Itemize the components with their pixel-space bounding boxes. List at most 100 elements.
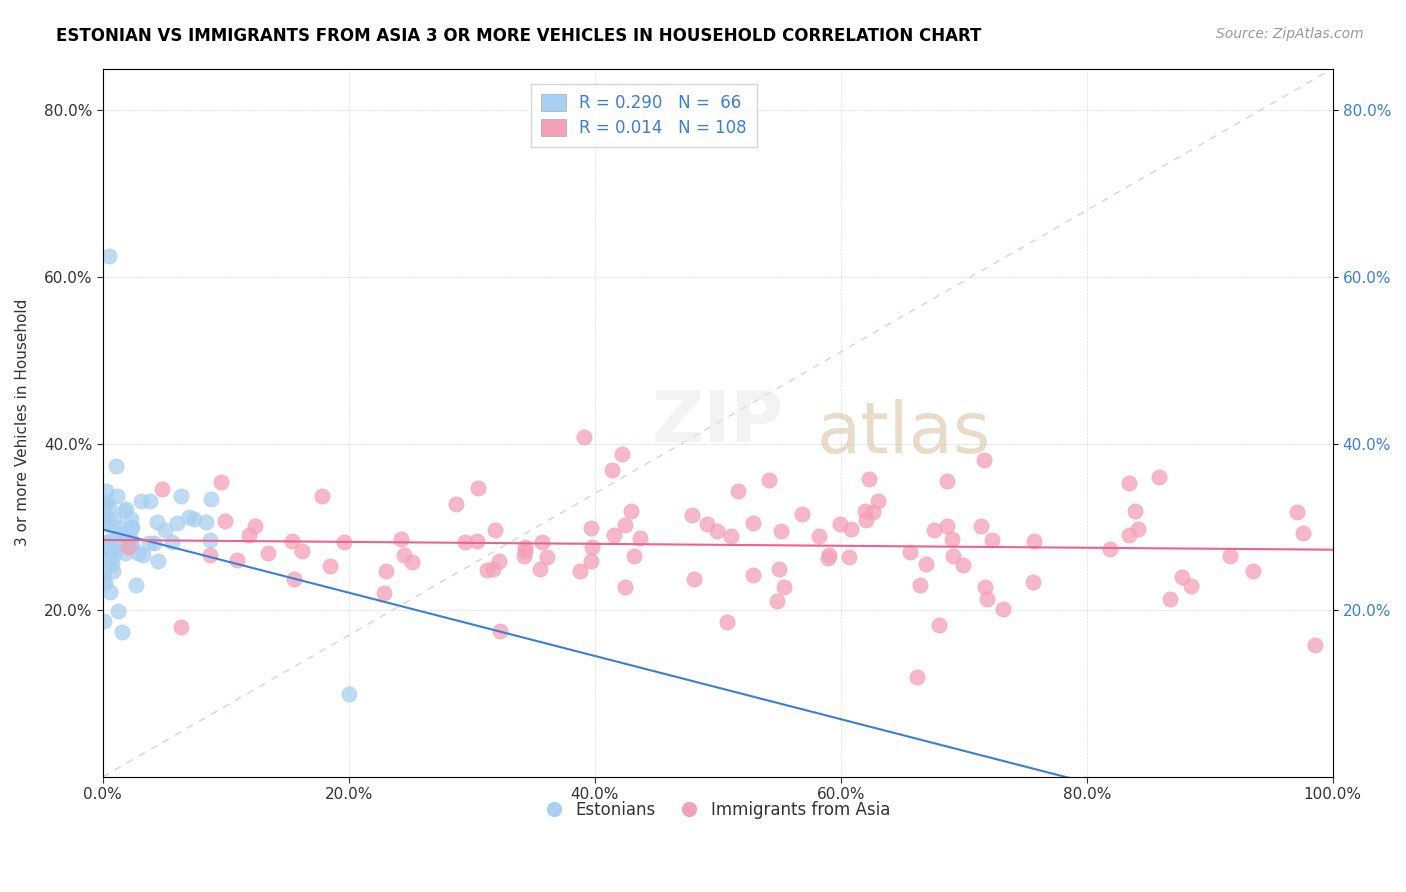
Point (623, 549, 645, 564)
Legend: Estonians, Immigrants from Asia: Estonians, Immigrants from Asia (538, 794, 897, 825)
Point (120, 530, 142, 544)
Point (924, 524, 946, 538)
Point (121, 520, 143, 534)
Point (600, 463, 623, 477)
Point (807, 529, 830, 543)
Point (153, 523, 176, 537)
Point (866, 493, 889, 508)
Point (333, 535, 356, 549)
Point (166, 516, 188, 531)
Point (114, 502, 136, 516)
Point (969, 519, 991, 533)
Text: atlas: atlas (817, 399, 991, 467)
Point (98, 500, 121, 515)
Point (942, 549, 965, 563)
Point (477, 563, 499, 577)
Point (610, 446, 633, 460)
Point (93, 540, 115, 554)
Point (98, 584, 121, 599)
Point (150, 482, 173, 496)
Point (97, 249, 120, 263)
Point (290, 544, 312, 558)
Point (529, 562, 551, 576)
Point (117, 540, 139, 554)
Point (105, 489, 128, 503)
Point (569, 564, 592, 578)
Point (581, 553, 603, 567)
Point (628, 531, 651, 545)
Point (683, 572, 706, 586)
Point (146, 515, 169, 529)
Point (1286, 505, 1309, 519)
Point (908, 578, 931, 592)
Point (1180, 579, 1202, 593)
Point (142, 536, 165, 550)
Point (96, 543, 118, 558)
Point (97, 511, 120, 525)
Point (281, 534, 304, 549)
Point (209, 475, 232, 489)
Point (94, 499, 117, 513)
Point (97, 515, 120, 529)
Point (108, 526, 131, 541)
Point (513, 544, 536, 558)
Point (170, 489, 193, 503)
Point (97, 533, 120, 548)
Point (337, 687, 360, 701)
Point (93, 615, 115, 629)
Point (489, 624, 512, 638)
Point (125, 578, 148, 592)
Point (454, 534, 477, 549)
Point (991, 601, 1014, 615)
Point (243, 518, 266, 533)
Point (1118, 527, 1140, 541)
Point (1147, 470, 1170, 484)
Point (579, 521, 602, 535)
Point (1126, 522, 1149, 536)
Point (482, 562, 505, 576)
Point (716, 615, 738, 630)
Point (706, 524, 728, 538)
Point (93, 564, 115, 578)
Point (742, 567, 765, 582)
Point (94, 536, 117, 550)
Point (226, 553, 249, 567)
Point (389, 532, 412, 546)
Point (720, 529, 742, 543)
Point (110, 625, 132, 640)
Point (936, 474, 959, 488)
Point (758, 473, 780, 487)
Point (936, 519, 959, 533)
Point (862, 505, 884, 519)
Point (768, 562, 790, 576)
Point (928, 617, 950, 632)
Point (101, 549, 124, 564)
Point (200, 533, 222, 547)
Point (98, 539, 121, 553)
Point (973, 453, 995, 467)
Point (1241, 564, 1264, 578)
Point (513, 540, 536, 554)
Point (103, 545, 125, 559)
Point (200, 491, 222, 506)
Point (101, 544, 124, 558)
Point (101, 557, 124, 571)
Point (392, 549, 415, 563)
Point (129, 494, 152, 508)
Text: ZIP: ZIP (651, 388, 785, 458)
Y-axis label: 3 or more Vehicles in Household: 3 or more Vehicles in Household (15, 299, 30, 547)
Point (214, 514, 236, 528)
Point (198, 548, 221, 562)
Point (319, 558, 342, 573)
Point (817, 551, 839, 566)
Point (98, 542, 121, 557)
Point (858, 472, 880, 486)
Point (120, 538, 142, 552)
Point (905, 670, 928, 684)
Point (952, 558, 974, 572)
Point (855, 513, 877, 527)
Point (1099, 542, 1122, 557)
Point (613, 518, 636, 533)
Point (572, 430, 595, 444)
Point (581, 540, 603, 554)
